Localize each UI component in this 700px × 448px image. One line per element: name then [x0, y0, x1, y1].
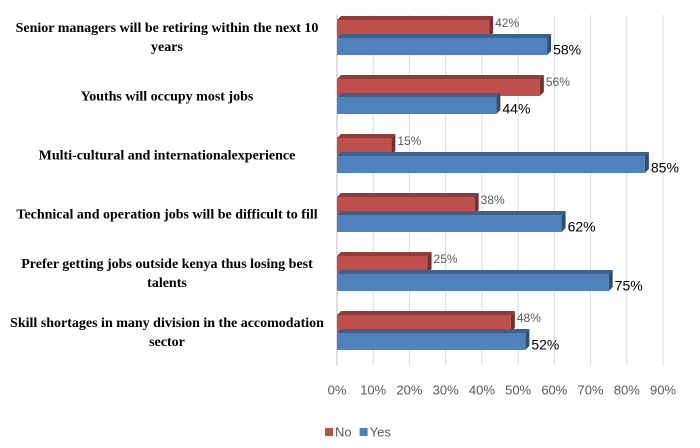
- legend-swatch: [359, 428, 368, 436]
- bar-side: [391, 134, 396, 155]
- data-label: 52%: [531, 337, 559, 353]
- data-label: 48%: [517, 311, 541, 325]
- bar-side: [510, 311, 515, 332]
- x-tick-label: 60%: [541, 382, 567, 397]
- x-tick-label: 20%: [396, 382, 422, 397]
- bar: [337, 79, 540, 96]
- category-label: Skill shortages in many division in the …: [10, 316, 324, 350]
- bar: [337, 315, 511, 332]
- bar: [337, 38, 548, 55]
- legend-label: No: [335, 424, 352, 439]
- x-tick-label: 70%: [578, 382, 604, 397]
- bar-side: [547, 34, 552, 55]
- bar: [337, 197, 475, 214]
- bar: [337, 97, 497, 114]
- data-label: 62%: [568, 219, 596, 235]
- x-tick-label: 10%: [360, 382, 386, 397]
- bar-top: [337, 193, 479, 197]
- bar-side: [489, 16, 494, 37]
- data-label: 38%: [481, 193, 505, 207]
- bar-top: [337, 152, 649, 156]
- legend-label: Yes: [370, 424, 392, 439]
- bar-side: [427, 252, 432, 273]
- bar: [337, 138, 392, 155]
- x-tick-label: 80%: [614, 382, 640, 397]
- category-label: Technical and operation jobs will be dif…: [16, 207, 318, 223]
- x-tick-label: 50%: [505, 382, 531, 397]
- x-tick-label: 0%: [328, 382, 347, 397]
- bar-side: [644, 152, 649, 173]
- data-label: 85%: [651, 160, 679, 176]
- bar-top: [337, 329, 530, 333]
- bar-top: [337, 34, 552, 38]
- bar: [337, 156, 645, 173]
- bar-side: [608, 270, 613, 291]
- bar-top: [337, 211, 566, 215]
- bar-top: [337, 252, 432, 256]
- data-label: 75%: [615, 278, 643, 294]
- category-label: Prefer getting jobs outside kenya thus l…: [21, 257, 313, 291]
- bar: [337, 333, 526, 350]
- category-label: Multi-cultural and internationalexperien…: [38, 148, 296, 164]
- x-tick-label: 90%: [650, 382, 676, 397]
- bar-side: [561, 211, 566, 232]
- x-tick-label: 40%: [469, 382, 495, 397]
- data-label: 58%: [553, 42, 581, 58]
- bar-top: [337, 311, 515, 315]
- bar-top: [337, 93, 501, 97]
- bar-side: [539, 75, 544, 96]
- bar-side: [525, 329, 530, 350]
- data-label: 44%: [502, 101, 530, 117]
- bar: [337, 274, 609, 291]
- bar-side: [474, 193, 479, 214]
- bar-top: [337, 134, 396, 138]
- bar-top: [337, 16, 494, 20]
- bar-top: [337, 270, 613, 274]
- data-label: 56%: [546, 75, 570, 89]
- category-label: Senior managers will be retiring within …: [15, 21, 319, 55]
- category-label: Youths will occupy most jobs: [80, 89, 254, 105]
- bar-top: [337, 75, 544, 79]
- legend-swatch: [325, 428, 333, 436]
- data-label: 42%: [495, 16, 519, 30]
- data-label: 15%: [397, 134, 421, 148]
- bar: [337, 256, 428, 273]
- x-tick-label: 30%: [433, 382, 459, 397]
- bar: [337, 20, 490, 37]
- data-label: 25%: [434, 252, 458, 266]
- bar-side: [496, 93, 501, 114]
- bar: [337, 215, 562, 232]
